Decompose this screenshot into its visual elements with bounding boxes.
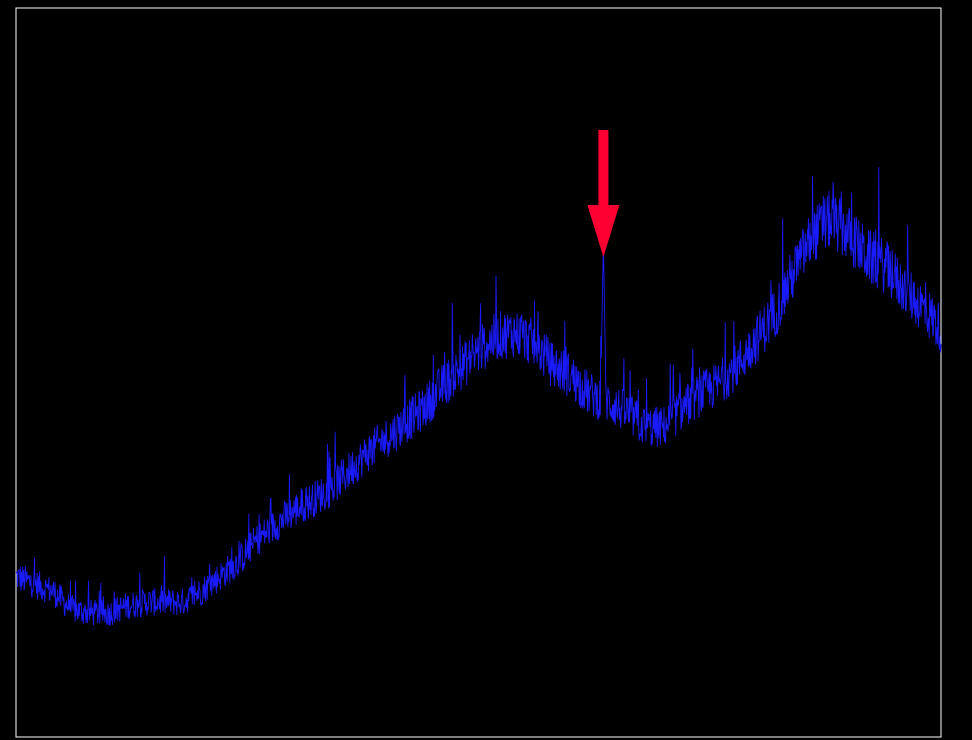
plot-frame — [15, 7, 942, 738]
series-layer — [15, 167, 942, 626]
series-line — [15, 167, 942, 626]
arrow-shaft — [598, 130, 609, 206]
arrow-head — [587, 205, 620, 257]
arrow-annotation — [587, 130, 620, 257]
annotation-layer — [587, 130, 620, 257]
